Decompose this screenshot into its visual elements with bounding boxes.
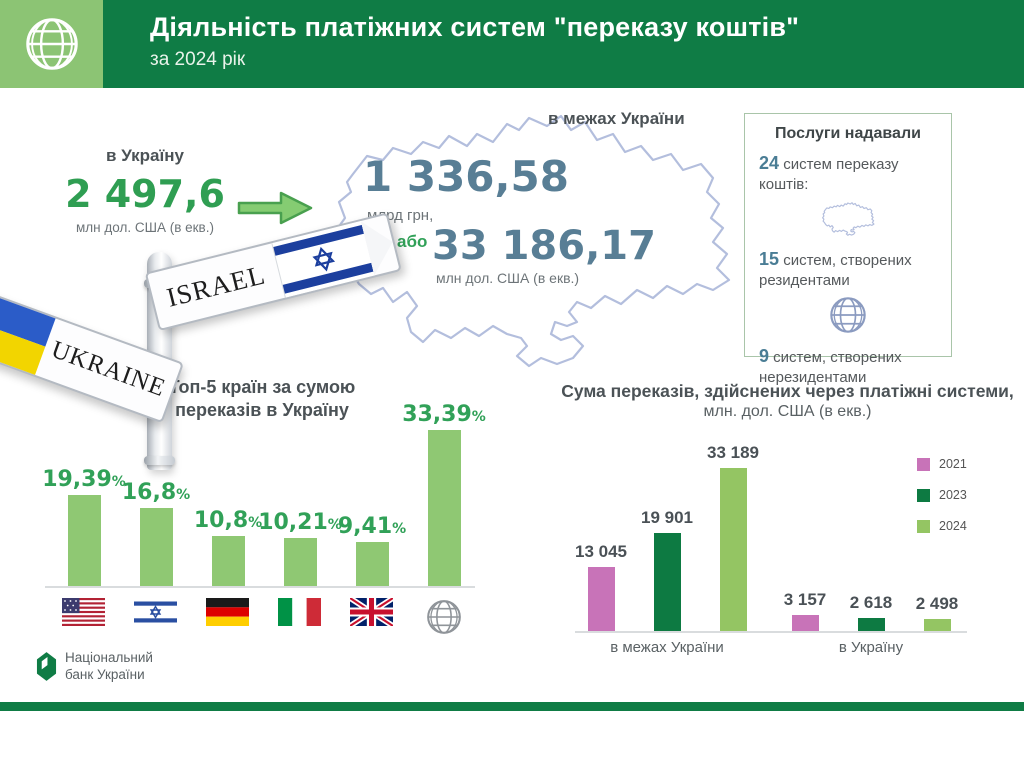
grouped-bar-2021 xyxy=(792,615,819,631)
legend-swatch xyxy=(917,519,930,533)
nbu-logo-text: Національний банк України xyxy=(65,650,153,684)
legend-item-2023: 2023 xyxy=(917,488,967,502)
top5-value-label: 9,41% xyxy=(337,514,407,539)
grouped-bar-2021 xyxy=(588,567,615,631)
services-resident: 15 систем, створених резидентами xyxy=(759,247,937,292)
services-nonresident-number: 9 xyxy=(759,346,770,367)
top5-axis-line xyxy=(45,586,475,588)
nbu-logo-icon xyxy=(36,652,57,682)
transfers-chart-subtitle: млн. дол. США (в екв.) xyxy=(703,403,872,420)
header-bar: Діяльність платіжних систем "переказу ко… xyxy=(0,0,1024,88)
top5-chart: 19,39% 16,8% 10,8% 10,21% 9,41% 33,39% xyxy=(40,393,490,643)
page-subtitle: за 2024 рік xyxy=(150,49,246,70)
services-total-text: систем переказу коштів: xyxy=(759,156,899,194)
top5-column: 19,39% xyxy=(42,467,126,586)
inflow-label: в Україну xyxy=(106,146,184,165)
legend-item-2021: 2021 xyxy=(917,457,967,471)
top5-title-line1: Топ-5 країн за сумою xyxy=(168,377,356,397)
top5-value-label: 33,39% xyxy=(402,402,486,427)
grouped-bar-value-label: 2 618 xyxy=(849,593,893,612)
services-total: 24 систем переказу коштів: xyxy=(759,151,937,196)
footer-green-bar xyxy=(0,702,1024,711)
transfers-chart-title: Сума переказів, здійснених через платіжн… xyxy=(561,381,1014,401)
top5-value-label: 19,39% xyxy=(42,467,126,492)
grouped-bar-value-label: 3 157 xyxy=(783,590,827,609)
top5-chart-title: Топ-5 країн за сумою переказів в Україну xyxy=(152,376,372,421)
header-logo-square xyxy=(0,0,103,88)
grouped-bar-2023 xyxy=(858,618,885,631)
ukraine-map-icon xyxy=(759,200,937,243)
top5-column: 10,21% xyxy=(258,510,342,586)
top5-flags-row xyxy=(40,598,490,628)
top5-bar xyxy=(211,536,245,586)
transfers-axis-line xyxy=(575,631,967,633)
inflow-value: 2 497,6 xyxy=(65,172,225,216)
top5-column: 9,41% xyxy=(336,514,408,586)
top5-column: 10,8% xyxy=(192,508,264,586)
x-label-into-ukraine: в Україну xyxy=(838,639,904,656)
domestic-usd-unit: млн дол. США (в екв.) xyxy=(436,270,580,286)
top5-title-line2: переказів в Україну xyxy=(175,399,349,420)
grouped-bar-2023 xyxy=(654,533,681,631)
israel-sign: ISRAEL xyxy=(144,212,402,332)
domestic-label: в межах України xyxy=(548,109,685,128)
services-resident-number: 15 xyxy=(759,248,780,269)
grouped-bar-2024 xyxy=(924,619,951,631)
top5-bar xyxy=(67,495,101,586)
legend-swatch xyxy=(917,488,930,502)
services-total-number: 24 xyxy=(759,153,780,173)
nbu-logo-line1: Національний xyxy=(65,650,153,665)
top5-column: 33,39% xyxy=(402,402,486,586)
domestic-uah-value: 1 336,58 xyxy=(363,152,569,201)
inflow-unit: млн дол. США (в екв.) xyxy=(76,220,214,235)
top5-bar xyxy=(139,508,173,586)
page-title: Діяльність платіжних систем "переказу ко… xyxy=(150,12,800,42)
x-label-domestic: в межах України xyxy=(610,639,724,656)
globe-icon xyxy=(23,15,81,73)
legend-item-2024: 2024 xyxy=(917,519,967,533)
inflow-stat: в Україну 2 497,6 млн дол. США (в екв.) xyxy=(52,146,238,235)
top5-bar xyxy=(427,430,461,586)
nbu-logo-line2: банк України xyxy=(65,666,145,682)
usa-flag-icon xyxy=(62,598,105,626)
globe-icon xyxy=(425,598,463,636)
services-resident-text: систем, створених резидентами xyxy=(759,251,912,289)
grouped-bar-2024 xyxy=(720,468,747,631)
top5-value-label: 16,8% xyxy=(121,480,191,505)
legend-label: 2024 xyxy=(939,519,967,533)
transfers-bars-area: 13 045 19 901 33 189 3 157 2 618 2 498 xyxy=(555,381,1020,631)
grouped-bar-value-label: 2 498 xyxy=(915,594,959,613)
uk-flag-icon xyxy=(350,598,393,626)
top5-value-label: 10,21% xyxy=(258,510,342,535)
legend-swatch xyxy=(917,457,930,471)
services-nonresident-text: систем, створених нерезидентами xyxy=(759,349,902,387)
israel-flag-icon xyxy=(271,220,376,298)
top5-bar xyxy=(283,538,317,586)
domestic-usd-value: 33 186,17 xyxy=(432,223,656,269)
germany-flag-icon xyxy=(206,598,249,626)
top5-column: 16,8% xyxy=(120,480,192,586)
grouped-bar-value-label: 19 901 xyxy=(641,508,693,527)
domestic-conjunction: або xyxy=(397,232,428,251)
grouped-bar-value-label: 13 045 xyxy=(575,542,627,561)
signpost-collar xyxy=(144,456,175,465)
italy-flag-icon xyxy=(278,598,321,626)
israel-flag-icon xyxy=(134,598,177,626)
services-title: Послуги надавали xyxy=(775,125,921,142)
top5-bar xyxy=(355,542,389,586)
services-nonresident: 9 систем, створених нерезидентами xyxy=(759,344,937,389)
legend-label: 2023 xyxy=(939,488,967,502)
services-box: Послуги надавали 24 систем переказу кошт… xyxy=(744,113,952,386)
legend-label: 2021 xyxy=(939,457,967,471)
transfers-chart: Сума переказів, здійснених через платіжн… xyxy=(555,381,1020,681)
grouped-bar-value-label: 33 189 xyxy=(707,443,759,462)
right-arrow-icon xyxy=(237,191,313,225)
chart-legend: 2021 2023 2024 xyxy=(917,457,967,550)
nbu-logo: Національний банк України xyxy=(36,650,153,684)
top5-bars-area: 19,39% 16,8% 10,8% 10,21% 9,41% 33,39% xyxy=(40,393,490,586)
top5-value-label: 10,8% xyxy=(193,508,263,533)
globe-icon xyxy=(759,295,937,340)
